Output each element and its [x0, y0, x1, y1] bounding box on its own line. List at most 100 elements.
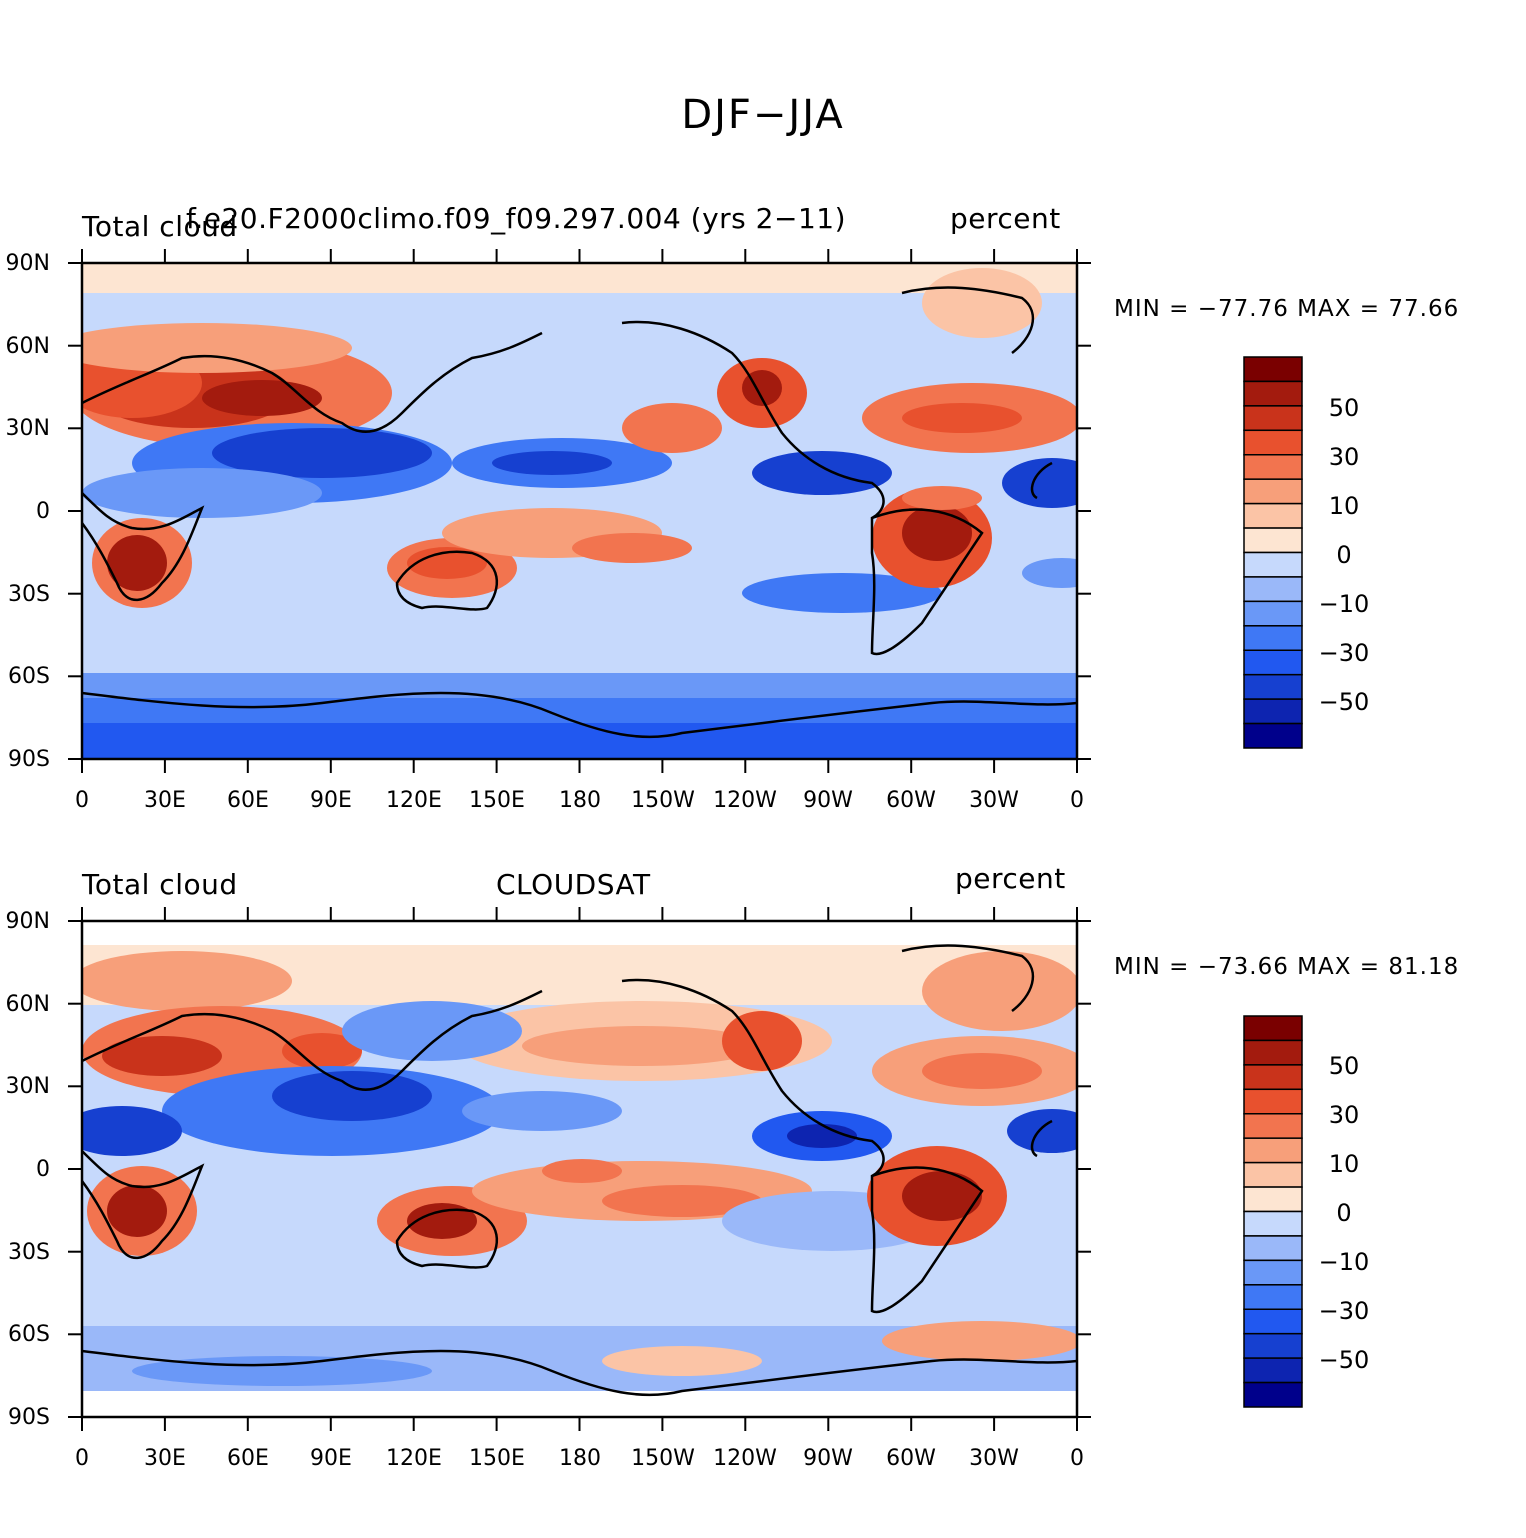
colorbar-box [1243, 405, 1303, 432]
colorbar-box [1243, 478, 1303, 505]
colorbar-label: 0 [1336, 1199, 1352, 1227]
lat-label: 90N [5, 909, 50, 934]
map-frame [68, 249, 1091, 773]
panel-left-label: Total cloud [82, 210, 238, 243]
colorbar-boxes [1243, 356, 1303, 749]
lat-label: 60S [8, 664, 50, 689]
min-max-text: MIN = −73.66 MAX = 81.18 [1114, 954, 1460, 980]
lon-label: 60W [886, 788, 936, 813]
colorbar-box [1243, 454, 1303, 480]
lon-label: 90W [803, 788, 853, 813]
colorbar-box [1243, 527, 1303, 554]
lon-label: 150E [469, 788, 525, 813]
lat-label: 60S [8, 1322, 50, 1347]
colorbar-box [1243, 625, 1303, 651]
colorbar-label: 10 [1328, 1150, 1360, 1178]
colorbar-box [1243, 1015, 1303, 1042]
lon-label: 0 [1070, 1446, 1084, 1471]
lat-label: 60N [5, 334, 50, 359]
colorbar-box [1243, 722, 1303, 749]
colorbar-box [1243, 380, 1303, 407]
lon-label: 30E [144, 788, 186, 813]
min-max-text: MIN = −77.76 MAX = 77.66 [1114, 296, 1460, 322]
lat-label: 0 [36, 499, 50, 524]
lon-label: 180 [559, 788, 601, 813]
lat-label: 30S [8, 582, 50, 607]
colorbar-box [1243, 1039, 1303, 1066]
colorbar-box [1243, 502, 1303, 529]
lat-label: 30S [8, 1240, 50, 1265]
lon-label: 90E [310, 1446, 352, 1471]
colorbar-box [1243, 1064, 1303, 1091]
lon-label: 90W [803, 1446, 853, 1471]
colorbar-box [1243, 1161, 1303, 1188]
panel-right-label: percent [950, 202, 1061, 235]
colorbar-label: 10 [1328, 492, 1360, 520]
panel-right-label: percent [955, 862, 1066, 895]
lon-label: 0 [75, 1446, 89, 1471]
lon-label: 30W [969, 1446, 1019, 1471]
colorbar-box [1243, 1210, 1303, 1237]
colorbar-box [1243, 1088, 1303, 1115]
panel-center-label: CLOUDSAT [496, 868, 651, 901]
colorbar-box [1243, 1137, 1303, 1164]
colorbar-box [1243, 576, 1303, 603]
lat-label: 90S [8, 1405, 50, 1430]
panel-left-label: Total cloud [82, 868, 238, 901]
colorbar-box [1243, 1357, 1303, 1384]
colorbar-box [1243, 698, 1303, 725]
map-frame [68, 907, 1091, 1431]
figure-title: DJF−JJA [681, 92, 845, 138]
lon-label: 90E [310, 788, 352, 813]
panel-center-label: f.e20.F2000climo.f09_f09.297.004 (yrs 2−… [186, 202, 846, 235]
colorbar-boxes [1243, 1015, 1303, 1408]
colorbar-box [1243, 1235, 1303, 1262]
lat-label: 90N [5, 251, 50, 276]
colorbar-box [1243, 1332, 1303, 1359]
lon-label: 120E [386, 788, 442, 813]
lon-label: 120E [386, 1446, 442, 1471]
lon-label: 60W [886, 1446, 936, 1471]
colorbar-label: −30 [1318, 1297, 1370, 1325]
colorbar-label: −10 [1318, 590, 1370, 618]
colorbar-box [1243, 429, 1303, 456]
colorbar [1243, 356, 1303, 749]
colorbar-label: 50 [1328, 1052, 1360, 1080]
lat-label: 30N [5, 1074, 50, 1099]
lon-label: 60E [227, 1446, 269, 1471]
colorbar-label: −50 [1318, 1346, 1370, 1374]
colorbar-label: −30 [1318, 639, 1370, 667]
lon-label: 150E [469, 1446, 525, 1471]
colorbar-box [1243, 1186, 1303, 1213]
colorbar-box [1243, 356, 1303, 383]
colorbar-box [1243, 600, 1303, 627]
colorbar-label: 30 [1328, 1101, 1360, 1129]
lon-label: 150W [631, 1446, 695, 1471]
colorbar-box [1243, 1308, 1303, 1335]
lon-label: 120W [713, 788, 777, 813]
lon-label: 30E [144, 1446, 186, 1471]
lon-label: 30W [969, 788, 1019, 813]
colorbar-box [1243, 1259, 1303, 1286]
colorbar-box [1243, 673, 1303, 700]
lon-label: 0 [1070, 788, 1084, 813]
colorbar-box [1243, 1113, 1303, 1139]
lon-label: 120W [713, 1446, 777, 1471]
colorbar-label: −50 [1318, 688, 1370, 716]
lon-label: 150W [631, 788, 695, 813]
lon-label: 0 [75, 788, 89, 813]
colorbar-label: 50 [1328, 394, 1360, 422]
anomaly-map [82, 263, 1077, 759]
lat-label: 60N [5, 992, 50, 1017]
colorbar-label: 30 [1328, 443, 1360, 471]
lon-label: 60E [227, 788, 269, 813]
colorbar-label: −10 [1318, 1248, 1370, 1276]
colorbar-box [1243, 1381, 1303, 1408]
colorbar-label: 0 [1336, 541, 1352, 569]
colorbar-box [1243, 649, 1303, 676]
lon-label: 180 [559, 1446, 601, 1471]
lat-label: 0 [36, 1157, 50, 1182]
colorbar-box [1243, 1284, 1303, 1310]
lat-label: 90S [8, 747, 50, 772]
colorbar [1243, 1015, 1303, 1408]
